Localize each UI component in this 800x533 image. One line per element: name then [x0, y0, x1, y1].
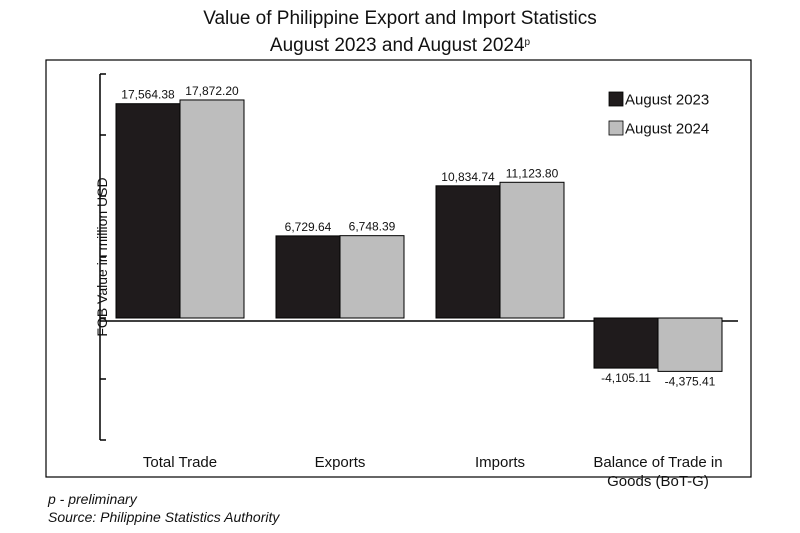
y-axis-ticks — [100, 73, 106, 441]
data-label: -4,105.11 — [601, 371, 651, 385]
category-label: Goods (BoT-G) — [607, 473, 709, 490]
legend-label-2024: August 2024 — [625, 121, 709, 138]
legend-label-2023: August 2023 — [625, 92, 709, 109]
data-label: -4,375.41 — [665, 374, 716, 388]
bar-2024-3 — [657, 317, 723, 372]
data-label: 10,834.74 — [441, 170, 495, 184]
y-axis-label: FOB Value in million USD — [94, 177, 110, 336]
bar-group — [115, 99, 723, 372]
bar-2023-3 — [593, 317, 659, 369]
bar-2024-2 — [499, 181, 565, 319]
data-labels: 17,564.38 6,729.64 10,834.74 -4,105.11 17,87… — [121, 84, 715, 388]
chart-title-line2: August 2023 and August 2024p — [0, 31, 800, 58]
data-label: 11,123.80 — [506, 166, 559, 180]
category-label: Balance of Trade in — [593, 454, 722, 471]
bar-2024-1 — [339, 235, 405, 319]
bar-2023-0 — [115, 103, 181, 319]
plot-frame — [45, 59, 752, 478]
data-label: 6,729.64 — [285, 220, 332, 234]
bar-2023-2 — [435, 185, 501, 319]
data-label: 17,872.20 — [185, 84, 239, 98]
legend-swatch-2024 — [608, 120, 624, 136]
chart-title-line1: Value of Philippine Export and Import St… — [203, 8, 597, 29]
chart-title-superscript: p — [524, 37, 531, 48]
source-note: Source: Philippine Statistics Authority — [48, 509, 280, 525]
data-label: 6,748.39 — [349, 220, 396, 234]
legend-swatch-2023 — [608, 91, 624, 107]
bar-2023-1 — [275, 235, 341, 319]
legend: August 2023 August 2024 — [608, 91, 709, 138]
category-label: Exports — [315, 454, 366, 471]
category-label: Imports — [475, 454, 525, 471]
x-axis-labels: Total Trade Exports Imports Balance of Trad… — [143, 454, 723, 490]
bar-2024-0 — [179, 99, 245, 319]
footnote-preliminary: p - preliminary — [48, 491, 137, 507]
chart-title-period: August 2023 and August 2024 — [269, 35, 525, 56]
category-label: Total Trade — [143, 454, 217, 471]
data-label: 17,564.38 — [121, 88, 175, 102]
